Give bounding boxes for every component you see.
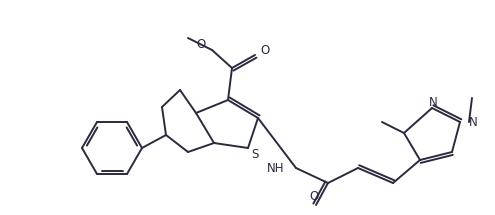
Text: N: N: [429, 95, 438, 109]
Text: S: S: [251, 149, 259, 161]
Text: O: O: [260, 43, 269, 57]
Text: NH: NH: [266, 161, 284, 175]
Text: O: O: [197, 38, 206, 52]
Text: O: O: [309, 190, 319, 204]
Text: N: N: [469, 115, 478, 129]
